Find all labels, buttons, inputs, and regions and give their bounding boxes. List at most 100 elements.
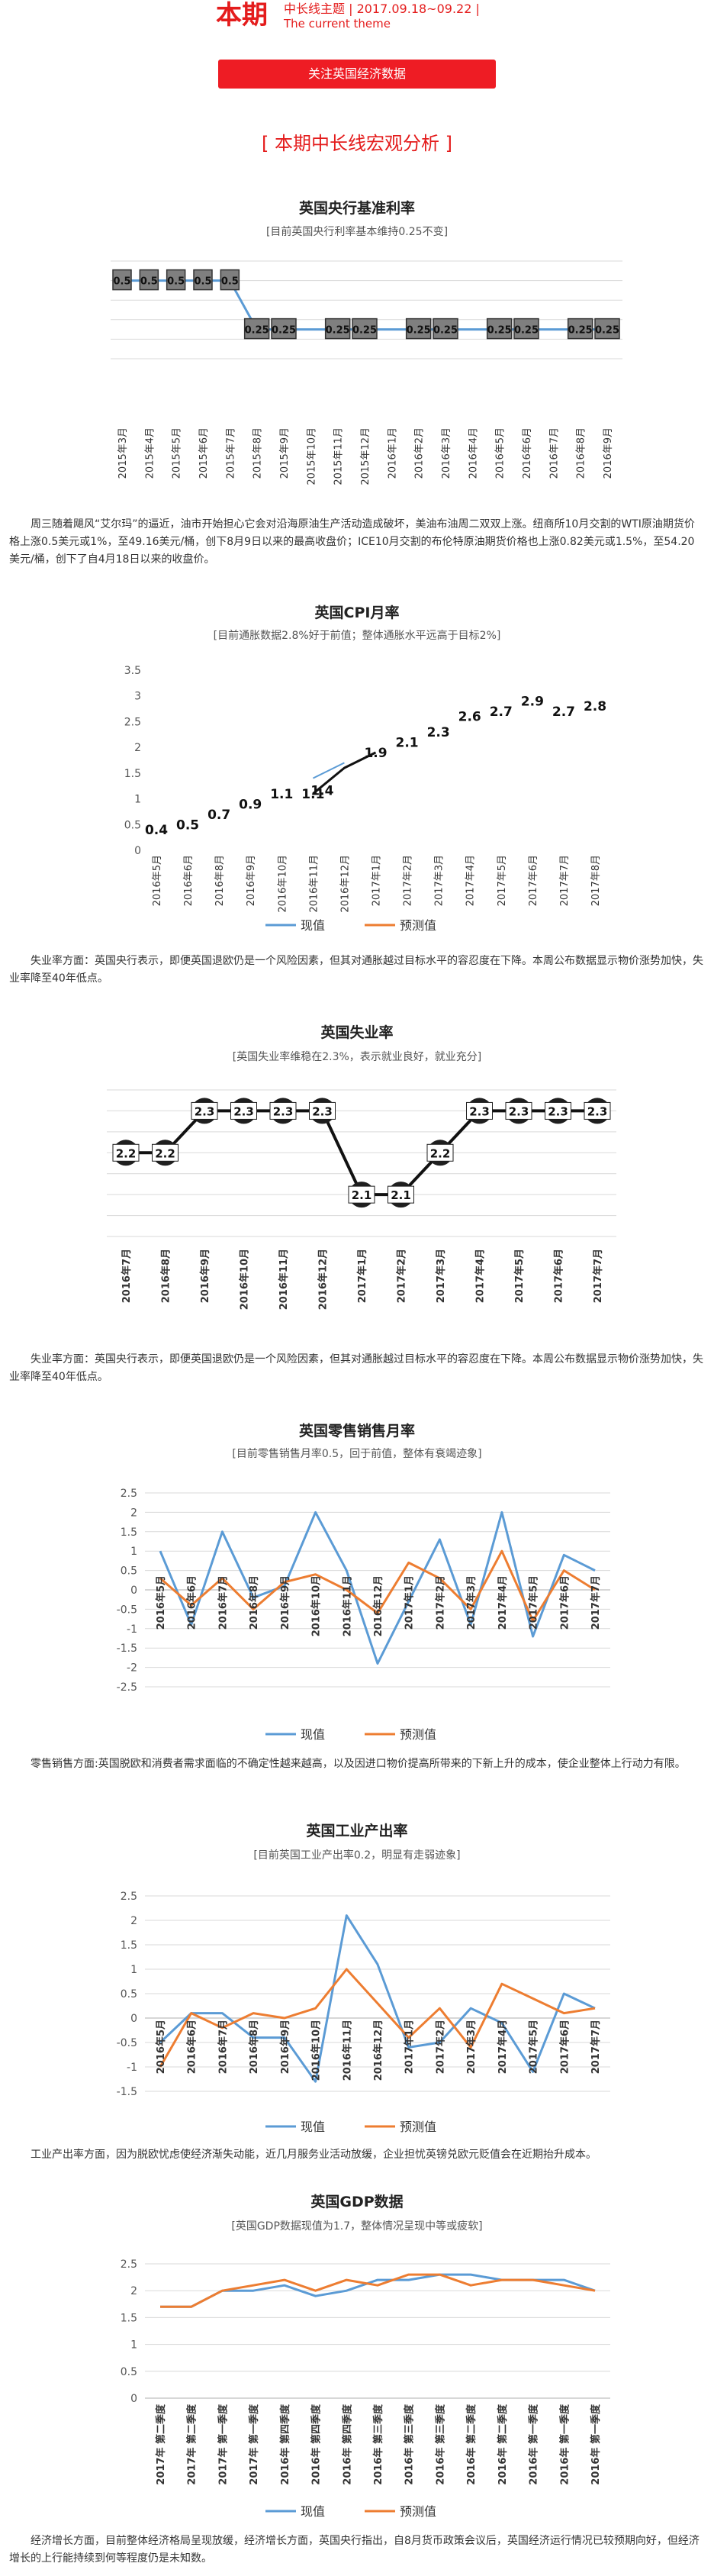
y-tick-label: 2.5	[124, 716, 141, 728]
data-label: 0.25	[245, 325, 269, 337]
data-label: 0.25	[352, 325, 377, 337]
cpi-data-label: 1.1	[301, 787, 324, 802]
y-tick-label: 0	[134, 845, 141, 857]
data-label-box	[505, 1101, 532, 1120]
x-tick-label: 2017年1月	[404, 2020, 416, 2074]
x-tick-label: 2016年8月	[248, 2020, 260, 2074]
x-tick-label: 2016年6月	[522, 427, 533, 479]
retail-chart-title: 英国零售销售月率	[298, 1423, 415, 1440]
cpi-data-label: 0.9	[239, 797, 262, 812]
y-tick-label: 3.5	[124, 665, 141, 677]
data-label: 2.3	[548, 1104, 568, 1118]
x-tick-label: 2016年6月	[183, 855, 195, 906]
y-tick-label: 0.5	[124, 819, 141, 831]
legend-label-actual: 现值	[301, 918, 325, 933]
x-tick-label: 2015年8月	[252, 427, 264, 479]
y-tick-label: 0.5	[121, 1988, 137, 2001]
x-tick-label: 2016年11月	[278, 1249, 290, 1310]
x-tick-label: 2016年12月	[372, 1575, 384, 1636]
data-label: 2.3	[233, 1104, 254, 1118]
legend-label-actual: 现值	[301, 2504, 325, 2519]
x-tick-label: 2017年7月	[559, 855, 571, 906]
data-label: 0.25	[407, 325, 431, 337]
data-label-box	[191, 1101, 218, 1120]
x-tick-label: 2016年5月	[155, 2020, 167, 2074]
x-tick-label: 2017年1月	[371, 855, 383, 906]
data-label-box	[584, 1101, 611, 1120]
x-tick-label: 2017年 第一季度	[217, 2404, 229, 2485]
x-tick-label: 2017年4月	[474, 1249, 487, 1303]
x-tick-label: 2017年3月	[465, 1575, 478, 1630]
data-label: 2.2	[155, 1146, 175, 1160]
x-tick-label: 2016年9月	[279, 2020, 291, 2074]
y-tick-label: -1.5	[117, 2086, 137, 2098]
x-tick-label: 2016年3月	[441, 427, 452, 479]
y-tick-label: -1	[127, 2062, 137, 2074]
data-label-box	[433, 318, 458, 340]
data-label-box	[426, 1143, 454, 1162]
x-tick-label: 2016年7月	[217, 1575, 229, 1630]
x-tick-label: 2016年9月	[246, 855, 257, 906]
cpi-data-label: 0.5	[176, 817, 199, 833]
x-tick-label: 2016年1月	[387, 427, 398, 479]
x-tick-label: 2015年12月	[360, 427, 371, 485]
y-tick-label: -2.5	[117, 1681, 137, 1694]
data-label: 2.2	[430, 1146, 451, 1160]
data-label-box	[271, 318, 297, 340]
paragraph-gdp: 经济增长方面，目前整体经济格局呈现放缓，经济增长方面，英国央行指出，自8月货币政…	[9, 2535, 700, 2565]
paragraph-unemployment-2: 失业率方面：英国央行表示，即便英国退欧仍是一个风险因素，但其对通胀越过目标水平的…	[9, 1353, 703, 1383]
y-tick-label: 2	[134, 742, 141, 754]
x-tick-label: 2017年3月	[434, 855, 445, 906]
cpi-forecast-line	[312, 762, 345, 779]
x-tick-label: 2017年6月	[558, 2020, 571, 2074]
retail-chart-subtitle: [目前零售销售月率0.5，回于前值，整体有衰竭迹象]	[232, 1448, 482, 1460]
cpi-data-label: 2.1	[396, 735, 419, 750]
x-tick-label: 2017年7月	[590, 2020, 602, 2074]
x-tick-label: 2016年11月	[308, 855, 320, 913]
follow-uk-economy-button[interactable]: 关注英国经济数据	[218, 60, 496, 89]
x-tick-label: 2017年5月	[528, 1575, 540, 1630]
x-tick-label: 2016年6月	[186, 1575, 198, 1630]
gdp-chart-title: 英国GDP数据	[310, 2194, 404, 2210]
data-label-box	[513, 318, 539, 340]
cpi-chart: 0 0.5 1 1.5 2 2.5 3 3.5 0.4 0.5 0.7 0.9 1.1 1.1 1.9 2.1…	[124, 665, 606, 933]
data-label: 0.5	[167, 276, 185, 288]
x-tick-label: 2015年7月	[225, 427, 236, 479]
y-tick-label: 2.5	[121, 1891, 137, 1903]
paragraph-retail: 零售销售方面:英国脱欧和消费者需求面临的不确定性越来越高，以及因进口物价提高所带…	[31, 1758, 686, 1770]
rate-chart: 0.5 0.5 0.5 0.5 0.50.25 0.25 0.25 0.25 0.25 0.25 0…	[111, 260, 622, 485]
data-label: 0.25	[595, 325, 619, 337]
y-tick-label: 0	[130, 2393, 137, 2405]
cpi-data-label: 2.7	[490, 704, 513, 720]
paragraph-oil: 周三随着飓风“艾尔玛”的逼近，油市开始担心它会对沿海原油生产活动造成破坏，美油布…	[9, 518, 695, 566]
cpi-data-label: 1.9	[364, 746, 387, 761]
x-tick-label: 2015年10月	[306, 427, 317, 485]
x-tick-label: 2017年1月	[404, 1575, 416, 1630]
y-tick-label: 0	[130, 1585, 137, 1597]
x-tick-label: 2017年6月	[553, 1249, 565, 1303]
x-tick-label: 2016年 第一季度	[590, 2404, 602, 2485]
header-theme-line: 中长线主题 | 2017.09.18~09.22 |	[284, 2, 480, 16]
y-tick-label: 0	[130, 2013, 137, 2025]
paragraph-unemployment-1: 失业率方面：英国央行表示，即便英国退欧仍是一个风险因素，但其对通胀越过目标水平的…	[9, 955, 703, 985]
data-label: 2.3	[509, 1104, 529, 1118]
data-label: 0.25	[433, 325, 458, 337]
data-label: 2.2	[116, 1146, 137, 1160]
legend-label-forecast: 预测值	[400, 1727, 436, 1742]
data-label: 0.25	[487, 325, 512, 337]
y-tick-label: 1	[130, 2339, 137, 2352]
ind-chart-subtitle: [目前英国工业产出率0.2，明显有走弱迹象]	[253, 1849, 461, 1862]
data-label: 2.3	[469, 1104, 490, 1118]
x-tick-label: 2016年10月	[310, 1575, 323, 1636]
x-tick-label: 2016年8月	[248, 1575, 260, 1630]
x-tick-label: 2017年1月	[356, 1249, 368, 1303]
x-tick-label: 2016年5月	[495, 427, 507, 479]
ind-chart-title: 英国工业产出率	[306, 1823, 408, 1839]
y-tick-label: 1.5	[121, 2312, 137, 2324]
section-title: [ 本期中长线宏观分析 ]	[262, 133, 452, 154]
x-tick-label: 2016年2月	[414, 427, 426, 479]
data-label-box	[152, 1143, 178, 1162]
data-label-box	[193, 269, 213, 291]
y-tick-label: 2	[130, 1915, 137, 1927]
y-tick-label: -0.5	[117, 2037, 137, 2049]
